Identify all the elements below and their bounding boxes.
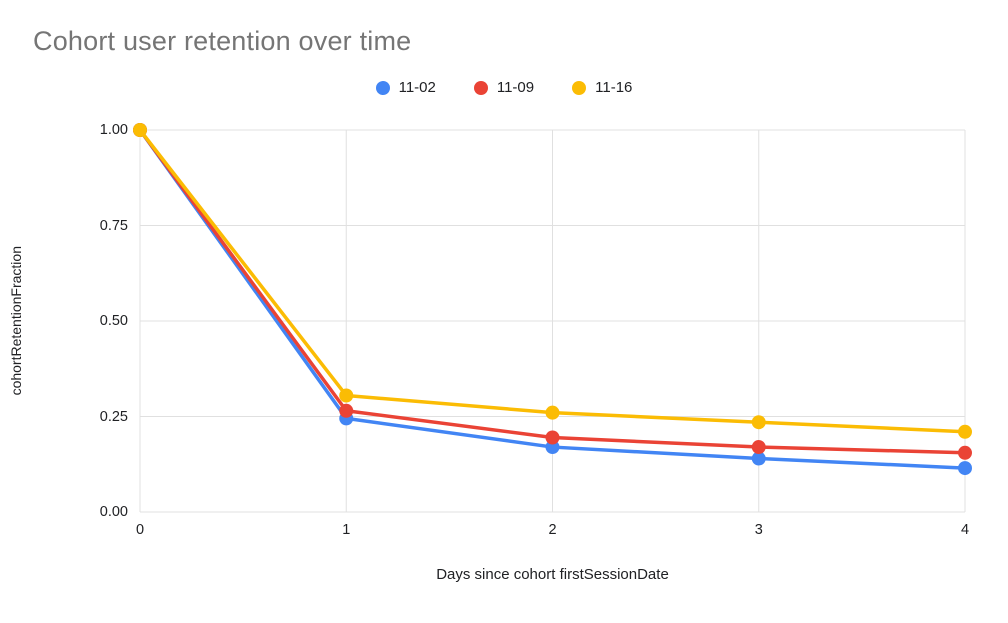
data-point-11-09-3 [751,440,766,455]
data-point-11-09-2 [545,430,560,445]
data-point-11-16-0 [133,123,147,137]
legend-item-11-16: 11-16 [572,79,632,96]
data-point-11-09-4 [958,445,972,460]
y-tick-label: 0.25 [99,408,128,425]
x-tick-label: 4 [960,522,970,538]
y-tick-label: 0.50 [99,313,128,329]
chart-title: Cohort user retention over time [33,26,412,56]
legend-swatch-icon [375,80,390,95]
data-point-11-16-2 [545,405,560,420]
data-point-11-02-3 [751,451,766,466]
legend-label: 11-09 [496,79,535,96]
chart-legend: 11-02 11-09 11-16 [0,79,1008,96]
legend-item-11-02: 11-02 [375,79,436,96]
data-point-11-16-1 [339,388,354,403]
x-tick-label: 0 [135,522,145,538]
legend-label: 11-02 [398,79,436,96]
y-tick-label: 0.00 [99,504,128,520]
data-point-11-09-1 [339,403,354,418]
x-tick-label: 1 [342,522,351,538]
plot-area [133,123,972,513]
y-tick-label: 0.75 [99,217,128,234]
legend-item-11-09: 11-09 [473,79,535,96]
retention-line-chart [133,123,972,513]
legend-swatch-icon [473,80,488,95]
data-point-11-16-4 [958,424,972,439]
y-tick-label: 1.00 [99,122,128,138]
legend-swatch-icon [572,80,587,95]
x-axis-title: Days since cohort firstSessionDate [436,566,669,583]
x-tick-label: 2 [548,522,557,538]
x-tick-label: 3 [754,522,763,538]
data-point-11-16-3 [751,415,766,430]
legend-label: 11-16 [595,79,633,96]
data-point-11-02-4 [958,461,972,476]
